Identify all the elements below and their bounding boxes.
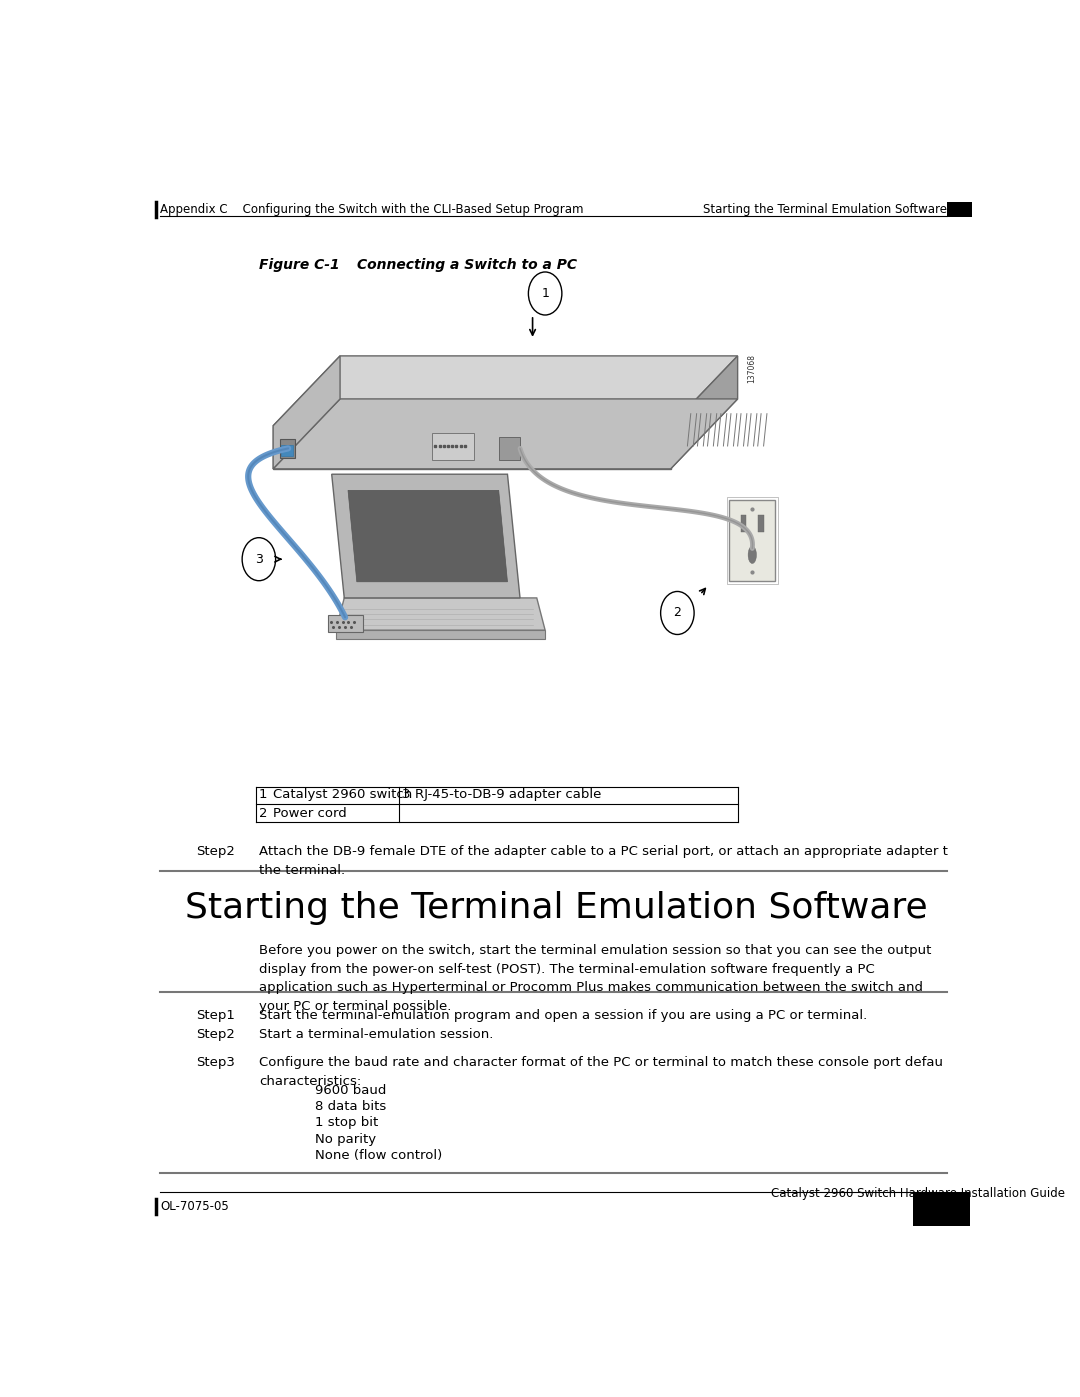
Text: 3: 3 (402, 788, 410, 802)
Text: 8 data bits: 8 data bits (315, 1101, 387, 1113)
Text: Step3: Step3 (197, 1056, 235, 1069)
Polygon shape (348, 490, 508, 581)
Bar (729, 500, 775, 581)
Bar (499, 437, 521, 460)
Bar (758, 515, 764, 532)
Bar (741, 515, 746, 532)
Polygon shape (273, 426, 671, 469)
Polygon shape (273, 400, 738, 469)
Text: Step2: Step2 (197, 845, 235, 858)
Text: Power cord: Power cord (273, 806, 347, 820)
Text: Catalyst 2960 Switch Hardware Installation Guide: Catalyst 2960 Switch Hardware Installati… (771, 1187, 1065, 1200)
Circle shape (661, 591, 694, 634)
Bar (914, 1192, 970, 1227)
Text: Start a terminal-emulation session.: Start a terminal-emulation session. (259, 1028, 494, 1041)
Text: Before you power on the switch, start the terminal emulation session so that you: Before you power on the switch, start th… (259, 944, 931, 1013)
Polygon shape (273, 356, 340, 469)
Text: 2: 2 (674, 606, 681, 619)
Text: 137068: 137068 (747, 353, 757, 383)
Text: Connecting a Switch to a PC: Connecting a Switch to a PC (356, 258, 577, 272)
Text: No parity: No parity (315, 1133, 376, 1146)
Text: Configure the baud rate and character format of the PC or terminal to match thes: Configure the baud rate and character fo… (259, 1056, 943, 1088)
Text: 2: 2 (259, 806, 268, 820)
Circle shape (528, 272, 562, 314)
Text: Appendix C    Configuring the Switch with the CLI-Based Setup Program: Appendix C Configuring the Switch with t… (160, 203, 583, 215)
Text: OL-7075-05: OL-7075-05 (160, 1200, 229, 1213)
Ellipse shape (748, 546, 756, 563)
Text: Catalyst 2960 switch: Catalyst 2960 switch (273, 788, 413, 802)
Text: Step1: Step1 (197, 1009, 235, 1021)
Text: Start the terminal-emulation program and open a session if you are using a PC or: Start the terminal-emulation program and… (259, 1009, 867, 1021)
Circle shape (242, 538, 275, 581)
Bar (727, 497, 778, 584)
Text: 9600 baud: 9600 baud (315, 1084, 387, 1097)
Text: 1: 1 (259, 788, 268, 802)
Text: 1: 1 (541, 286, 549, 300)
Text: RJ-45-to-DB-9 adapter cable: RJ-45-to-DB-9 adapter cable (416, 788, 602, 802)
Text: 3: 3 (255, 553, 262, 566)
Polygon shape (336, 630, 545, 638)
Polygon shape (336, 598, 545, 630)
Text: Starting the Terminal Emulation Software: Starting the Terminal Emulation Software (703, 203, 947, 215)
Bar (947, 201, 972, 217)
Bar (432, 433, 474, 460)
Text: Figure C-1: Figure C-1 (259, 258, 339, 272)
Bar (327, 615, 363, 633)
Text: Starting the Terminal Emulation Software: Starting the Terminal Emulation Software (186, 890, 928, 925)
Text: C-3: C-3 (929, 1201, 955, 1215)
Polygon shape (273, 356, 738, 426)
Text: Step2: Step2 (197, 1028, 235, 1041)
Polygon shape (671, 356, 738, 469)
Bar (282, 446, 293, 455)
Text: Attach the DB-9 female DTE of the adapter cable to a PC serial port, or attach a: Attach the DB-9 female DTE of the adapte… (259, 845, 948, 877)
Bar (280, 439, 295, 458)
Polygon shape (332, 474, 521, 598)
Text: 1 stop bit: 1 stop bit (315, 1116, 378, 1129)
Text: None (flow control): None (flow control) (315, 1148, 442, 1162)
